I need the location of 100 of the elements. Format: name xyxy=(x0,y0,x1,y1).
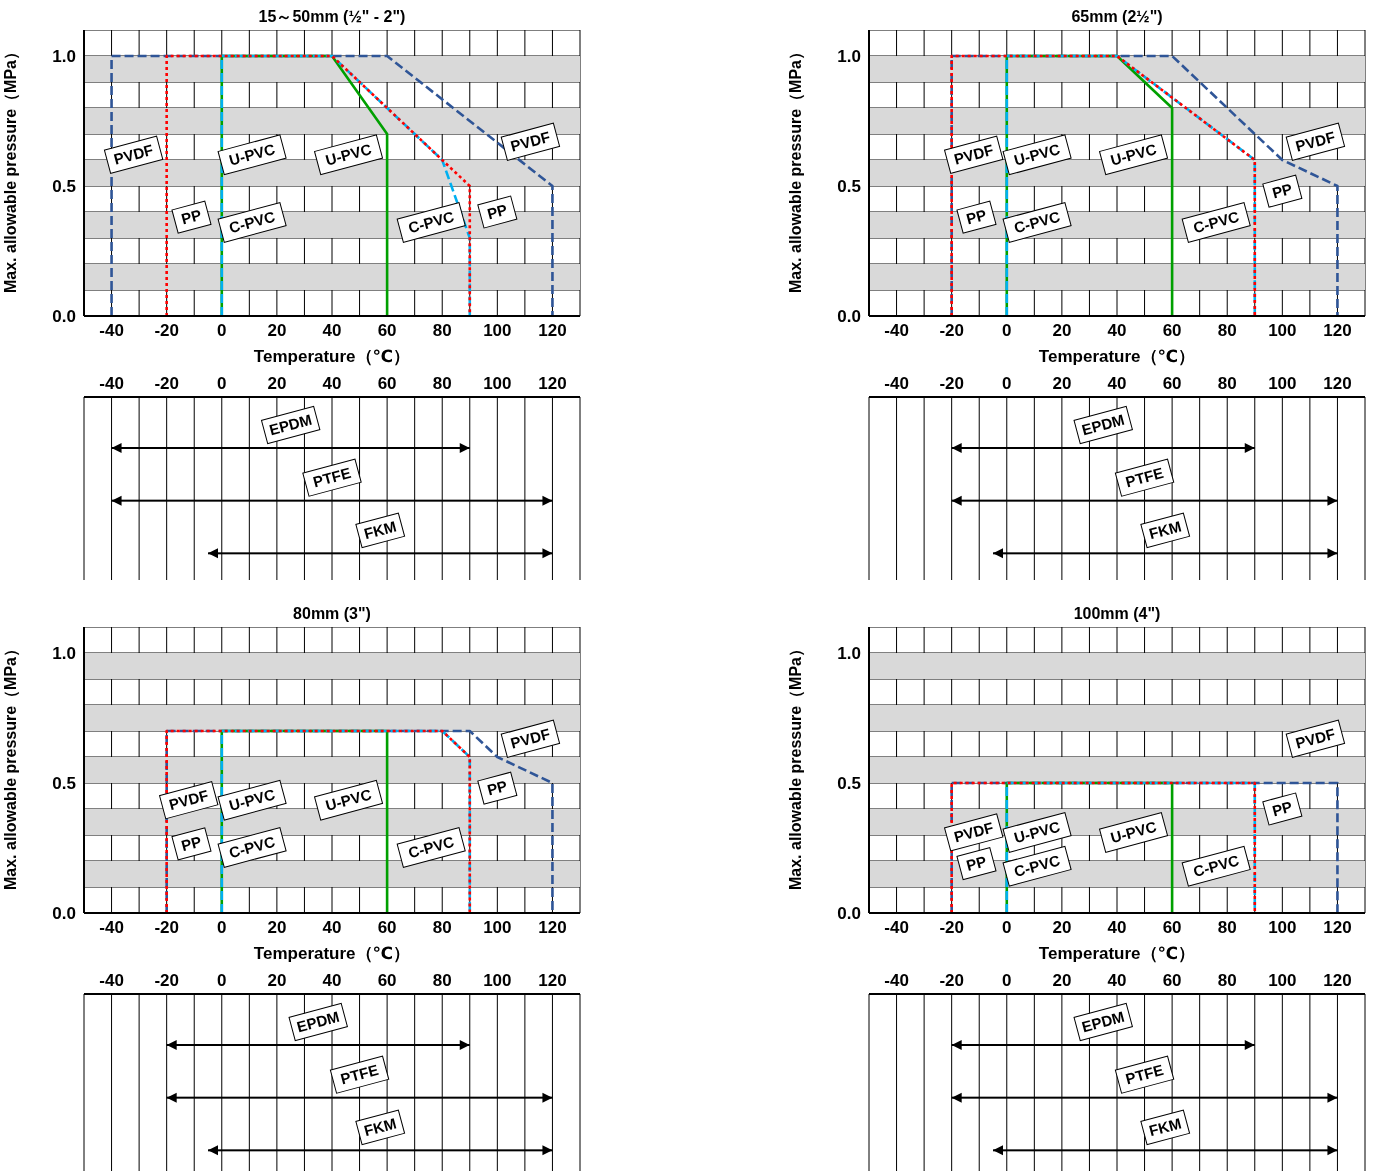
chart-title: 65mm (2½") xyxy=(1070,7,1164,27)
text: PVDF xyxy=(111,140,155,168)
text: U-PVC xyxy=(1012,817,1062,847)
x-tick-label: 40 xyxy=(1107,321,1127,341)
chart-title: 15～50mm (½" - 2") xyxy=(257,7,407,27)
x-tick-label: 20 xyxy=(1052,971,1072,990)
text: PP xyxy=(1270,179,1295,202)
text: U-PVC xyxy=(1108,140,1159,169)
x-tick-label: 60 xyxy=(377,321,397,341)
text: C-PVC xyxy=(1191,851,1241,880)
x-tick-label: 60 xyxy=(377,971,397,990)
x-tick-label: 120 xyxy=(1323,971,1352,990)
text: PP xyxy=(964,852,989,874)
x-axis-title: Temperature（℃） xyxy=(253,347,411,366)
x-tick-label: 100 xyxy=(483,321,512,341)
y-tick-label: 1.0 xyxy=(52,47,76,67)
text: PVDF xyxy=(952,140,996,168)
x-tick-label: 20 xyxy=(1052,321,1072,341)
x-tick-label: 0 xyxy=(1002,321,1012,341)
x-tick-label: 100 xyxy=(483,374,512,393)
x-tick-label: 80 xyxy=(432,321,452,341)
x-tick-label: 0 xyxy=(217,321,227,341)
x-tick-label: 40 xyxy=(1107,374,1127,393)
y-tick-label: 1.0 xyxy=(837,47,861,67)
x-tick-label: 100 xyxy=(1268,918,1297,938)
x-tick-label: 120 xyxy=(1323,321,1352,341)
x-tick-label: 120 xyxy=(1323,374,1352,393)
text: U-PVC xyxy=(1108,817,1159,847)
chart-title: 100mm (4") xyxy=(1072,604,1162,624)
text: C-PVC xyxy=(227,207,277,237)
text: C-PVC xyxy=(227,832,277,862)
x-tick-label: 40 xyxy=(1107,971,1127,990)
y-tick-label: EPDM xyxy=(1079,1007,1127,1036)
y-tick-label: 0.0 xyxy=(837,904,861,924)
x-tick-label: 60 xyxy=(1162,374,1182,393)
text: C-PVC xyxy=(406,832,456,862)
x-tick-label: 100 xyxy=(483,918,512,938)
x-tick-label: 120 xyxy=(538,321,567,341)
x-tick-label: 0 xyxy=(217,918,227,938)
x-tick-label: 0 xyxy=(217,971,227,990)
text: PP xyxy=(179,832,204,855)
x-tick-label: 80 xyxy=(1217,918,1237,938)
text: PP xyxy=(485,200,510,223)
x-tick-label: -40 xyxy=(99,971,124,990)
y-tick-label: 1.0 xyxy=(52,644,76,664)
x-tick-label: -40 xyxy=(884,918,909,938)
y-tick-label: 0.0 xyxy=(837,307,861,327)
x-tick-label: 80 xyxy=(432,374,452,393)
y-tick-label: 0.0 xyxy=(52,904,76,924)
x-tick-label: 40 xyxy=(322,374,342,393)
x-tick-label: 0 xyxy=(1002,374,1012,393)
x-tick-label: 40 xyxy=(1107,918,1127,938)
y-axis-title: Max. allowable pressure（MPa） xyxy=(786,44,805,293)
x-tick-label: -20 xyxy=(939,374,964,393)
x-tick-label: 20 xyxy=(267,374,287,393)
x-tick-label: -40 xyxy=(884,321,909,341)
y-tick-label: 0.5 xyxy=(52,177,76,197)
x-tick-label: 0 xyxy=(217,374,227,393)
x-tick-label: 80 xyxy=(432,971,452,990)
text: PVDF xyxy=(952,818,996,846)
y-tick-label: PTFE xyxy=(311,464,353,491)
y-axis-title: Max. allowable pressure（MPa） xyxy=(1,44,20,293)
text: U-PVC xyxy=(323,785,374,814)
x-tick-label: 60 xyxy=(377,374,397,393)
x-tick-label: 20 xyxy=(267,971,287,990)
y-tick-label: 1.0 xyxy=(837,644,861,664)
x-tick-label: -20 xyxy=(154,971,179,990)
x-axis-title: Temperature（℃） xyxy=(1038,944,1196,963)
x-tick-label: 120 xyxy=(538,374,567,393)
x-tick-label: -20 xyxy=(939,918,964,938)
y-tick-label: EPDM xyxy=(267,410,314,439)
x-tick-label: 20 xyxy=(1052,374,1072,393)
y-tick-label: 0.5 xyxy=(52,774,76,794)
y-tick-label: EPDM xyxy=(1079,410,1127,439)
y-tick-label: 0.0 xyxy=(52,307,76,327)
x-tick-label: -40 xyxy=(99,374,124,393)
x-tick-label: 80 xyxy=(1217,374,1237,393)
text: PVDF xyxy=(508,127,552,155)
x-tick-label: 100 xyxy=(1268,321,1297,341)
x-axis-title: Temperature（℃） xyxy=(1038,347,1196,366)
x-tick-label: 100 xyxy=(1268,374,1297,393)
x-tick-label: -40 xyxy=(99,321,124,341)
text: PVDF xyxy=(1293,127,1337,155)
y-tick-label: PTFE xyxy=(1123,1061,1166,1088)
y-tick-label: FKM xyxy=(362,1114,398,1140)
x-tick-label: 60 xyxy=(1162,321,1182,341)
y-tick-label: 0.5 xyxy=(837,774,861,794)
x-tick-label: 40 xyxy=(322,918,342,938)
x-tick-label: 0 xyxy=(1002,971,1012,990)
x-tick-label: 120 xyxy=(538,971,567,990)
x-tick-label: 20 xyxy=(267,918,287,938)
text: PP xyxy=(1270,797,1295,820)
x-tick-label: -20 xyxy=(939,971,964,990)
x-tick-label: 120 xyxy=(538,918,567,938)
x-tick-label: -20 xyxy=(939,321,964,341)
text: PVDF xyxy=(167,786,211,814)
text: C-PVC xyxy=(406,207,456,237)
y-tick-label: EPDM xyxy=(294,1007,342,1036)
text: U-PVC xyxy=(323,140,374,169)
y-tick-label: FKM xyxy=(1147,1114,1183,1140)
